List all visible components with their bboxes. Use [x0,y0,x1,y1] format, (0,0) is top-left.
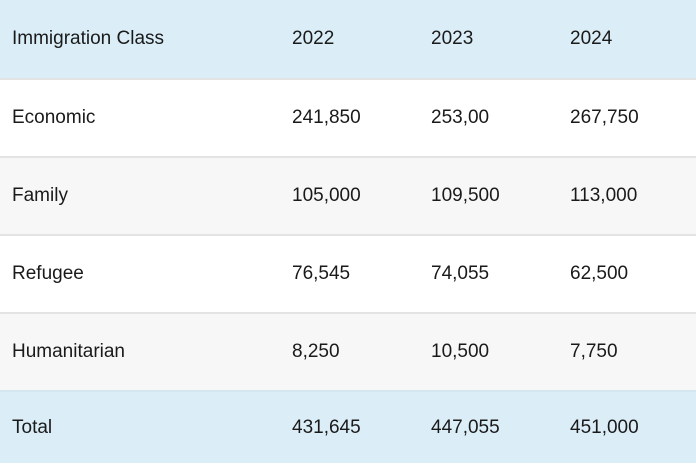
cell-2023: 253,00 [419,79,558,158]
cell-2024: 113,000 [558,157,696,236]
cell-2022: 8,250 [280,313,419,392]
cell-2022: 241,850 [280,79,419,158]
column-header-immigration-class: Immigration Class [0,0,280,80]
total-2024: 451,000 [570,416,639,438]
table-total-row: Total 431,645 447,055 451,000 [0,391,696,463]
cell-2022: 105,000 [280,157,419,236]
column-header-2024: 2024 [558,0,696,80]
row-label: Economic [0,79,280,158]
column-header-2023: 2023 [419,0,558,80]
table-row: Economic 241,850 253,00 267,750 [0,79,696,158]
table-row: Humanitarian 8,250 10,500 7,750 [0,313,696,392]
column-header-2022: 2022 [280,0,419,80]
cell-2024: 62,500 [558,235,696,314]
row-label: Refugee [0,235,280,314]
table-row: Refugee 76,545 74,055 62,500 [0,235,696,314]
cell-2024: 7,750 [558,313,696,392]
cell-2022: 76,545 [280,235,419,314]
total-2023: 447,055 [431,416,500,438]
cell-2024: 267,750 [558,79,696,158]
cell-2023: 10,500 [419,313,558,392]
table-row: Family 105,000 109,500 113,000 [0,157,696,236]
cell-2023: 74,055 [419,235,558,314]
total-2022: 431,645 [292,416,361,438]
row-label: Family [0,157,280,236]
total-label: Total [12,416,53,438]
row-label: Humanitarian [0,313,280,392]
cell-2023: 109,500 [419,157,558,236]
table-header-row: Immigration Class 2022 2023 2024 [0,0,696,80]
